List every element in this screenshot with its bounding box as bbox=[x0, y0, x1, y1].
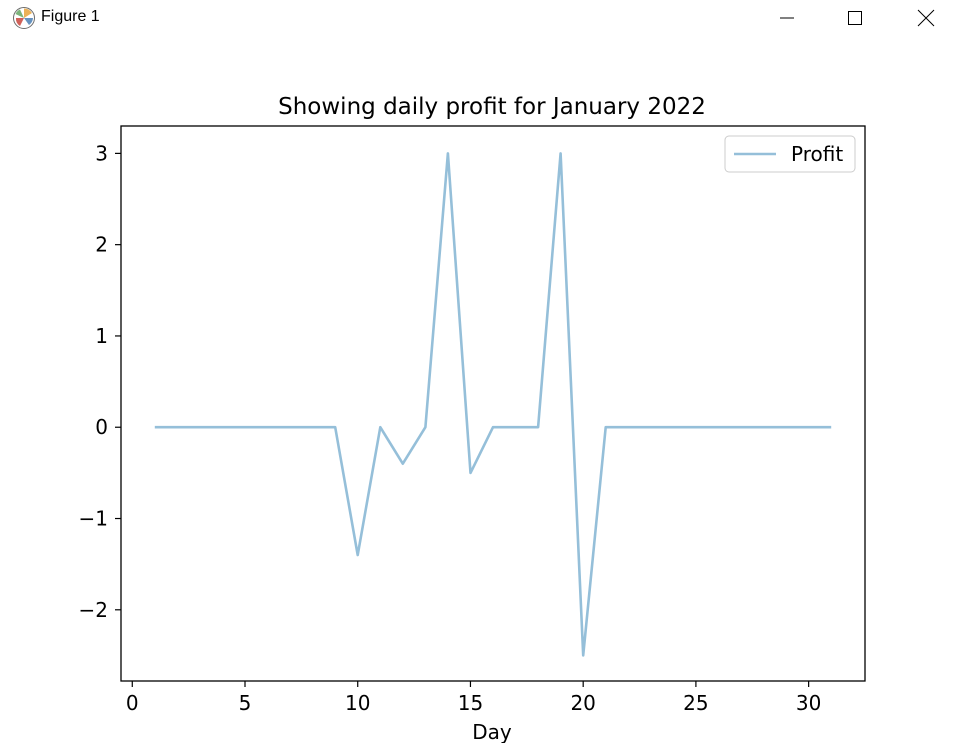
window-title: Figure 1 bbox=[41, 8, 100, 25]
window-titlebar[interactable]: Figure 1 bbox=[0, 0, 956, 36]
minimize-icon bbox=[779, 10, 795, 26]
x-tick-label: 25 bbox=[683, 691, 708, 715]
series-line-profit bbox=[154, 152, 832, 657]
matplotlib-icon bbox=[12, 6, 36, 30]
x-tick-label: 30 bbox=[796, 691, 821, 715]
figure-canvas: Showing daily profit for January 2022 0 5… bbox=[0, 36, 956, 743]
plot-area: 0 5 10 15 20 25 30 −2 −1 0 1 2 3 Profit bbox=[79, 125, 866, 715]
x-tick-label: 0 bbox=[126, 691, 139, 715]
axes-frame bbox=[120, 125, 866, 682]
close-icon bbox=[917, 9, 935, 27]
close-button[interactable] bbox=[891, 0, 956, 36]
x-tick-label: 15 bbox=[458, 691, 483, 715]
chart-title: Showing daily profit for January 2022 bbox=[278, 94, 706, 120]
y-tick-label: 0 bbox=[95, 415, 108, 439]
y-tick-label: −1 bbox=[79, 507, 108, 531]
y-tick-label: 3 bbox=[95, 141, 108, 165]
x-tick-label: 20 bbox=[570, 691, 595, 715]
legend-box bbox=[724, 135, 856, 173]
maximize-icon bbox=[847, 10, 863, 26]
legend-label: Profit bbox=[791, 142, 843, 166]
x-tick-label: 5 bbox=[239, 691, 252, 715]
y-tick-label: −2 bbox=[79, 598, 108, 622]
maximize-button[interactable] bbox=[820, 0, 890, 36]
x-tick-label: 10 bbox=[345, 691, 370, 715]
y-tick-label: 2 bbox=[95, 233, 108, 257]
y-tick-label: 1 bbox=[95, 324, 108, 348]
line-chart: Showing daily profit for January 2022 0 5… bbox=[79, 94, 866, 743]
x-axis-label: Day bbox=[472, 720, 512, 743]
minimize-button[interactable] bbox=[752, 0, 822, 36]
